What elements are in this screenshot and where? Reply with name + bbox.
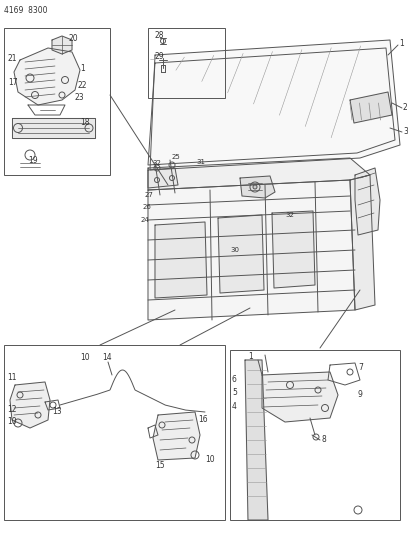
Text: 14: 14 xyxy=(102,353,112,362)
Polygon shape xyxy=(350,92,392,123)
Text: 11: 11 xyxy=(7,374,16,383)
Text: 6: 6 xyxy=(232,376,237,384)
Text: 9: 9 xyxy=(358,391,363,400)
Text: 18: 18 xyxy=(80,117,89,126)
Polygon shape xyxy=(245,360,268,520)
Bar xyxy=(4,345,225,520)
Text: 32: 32 xyxy=(285,212,294,218)
Text: 4169  8300: 4169 8300 xyxy=(4,5,47,14)
Text: 8: 8 xyxy=(322,435,327,445)
Polygon shape xyxy=(350,175,375,310)
Polygon shape xyxy=(10,382,50,428)
Bar xyxy=(4,28,110,175)
Circle shape xyxy=(253,185,257,189)
Bar xyxy=(230,350,400,520)
Text: 32: 32 xyxy=(152,160,161,166)
Polygon shape xyxy=(355,168,380,235)
Text: 15: 15 xyxy=(155,462,164,471)
Text: 29: 29 xyxy=(155,52,164,61)
Text: 5: 5 xyxy=(232,389,237,398)
Polygon shape xyxy=(14,48,80,105)
Text: 2: 2 xyxy=(403,102,408,111)
Text: 12: 12 xyxy=(7,406,16,415)
Polygon shape xyxy=(148,168,178,188)
Text: 10: 10 xyxy=(205,456,215,464)
Polygon shape xyxy=(12,118,95,138)
Text: 24: 24 xyxy=(141,217,150,223)
Bar xyxy=(148,28,225,98)
Polygon shape xyxy=(262,372,338,422)
Text: 1: 1 xyxy=(248,352,253,361)
Text: 4: 4 xyxy=(232,402,237,411)
Text: 26: 26 xyxy=(143,204,152,210)
Polygon shape xyxy=(240,176,275,198)
Text: 1: 1 xyxy=(399,38,404,47)
Text: 19: 19 xyxy=(28,156,38,165)
Polygon shape xyxy=(272,211,315,288)
Text: 30: 30 xyxy=(230,247,239,253)
Polygon shape xyxy=(153,412,200,460)
Text: 31: 31 xyxy=(196,159,205,165)
Polygon shape xyxy=(148,158,370,190)
Polygon shape xyxy=(218,215,264,293)
Polygon shape xyxy=(150,40,400,170)
Text: 13: 13 xyxy=(52,408,62,416)
Text: 20: 20 xyxy=(69,34,79,43)
Text: 17: 17 xyxy=(8,77,18,86)
Text: 22: 22 xyxy=(78,80,87,90)
Text: 10: 10 xyxy=(80,353,90,362)
Text: 7: 7 xyxy=(358,364,363,373)
Text: 28: 28 xyxy=(155,30,164,39)
Text: 10: 10 xyxy=(7,417,17,426)
Text: 23: 23 xyxy=(75,93,84,101)
Text: 25: 25 xyxy=(172,154,181,160)
Text: 3: 3 xyxy=(403,126,408,135)
Polygon shape xyxy=(155,222,207,298)
Polygon shape xyxy=(148,180,355,320)
Text: 21: 21 xyxy=(8,53,18,62)
Text: 16: 16 xyxy=(198,416,208,424)
Text: 27: 27 xyxy=(145,192,154,198)
Polygon shape xyxy=(52,36,72,54)
Text: 1: 1 xyxy=(80,63,85,72)
